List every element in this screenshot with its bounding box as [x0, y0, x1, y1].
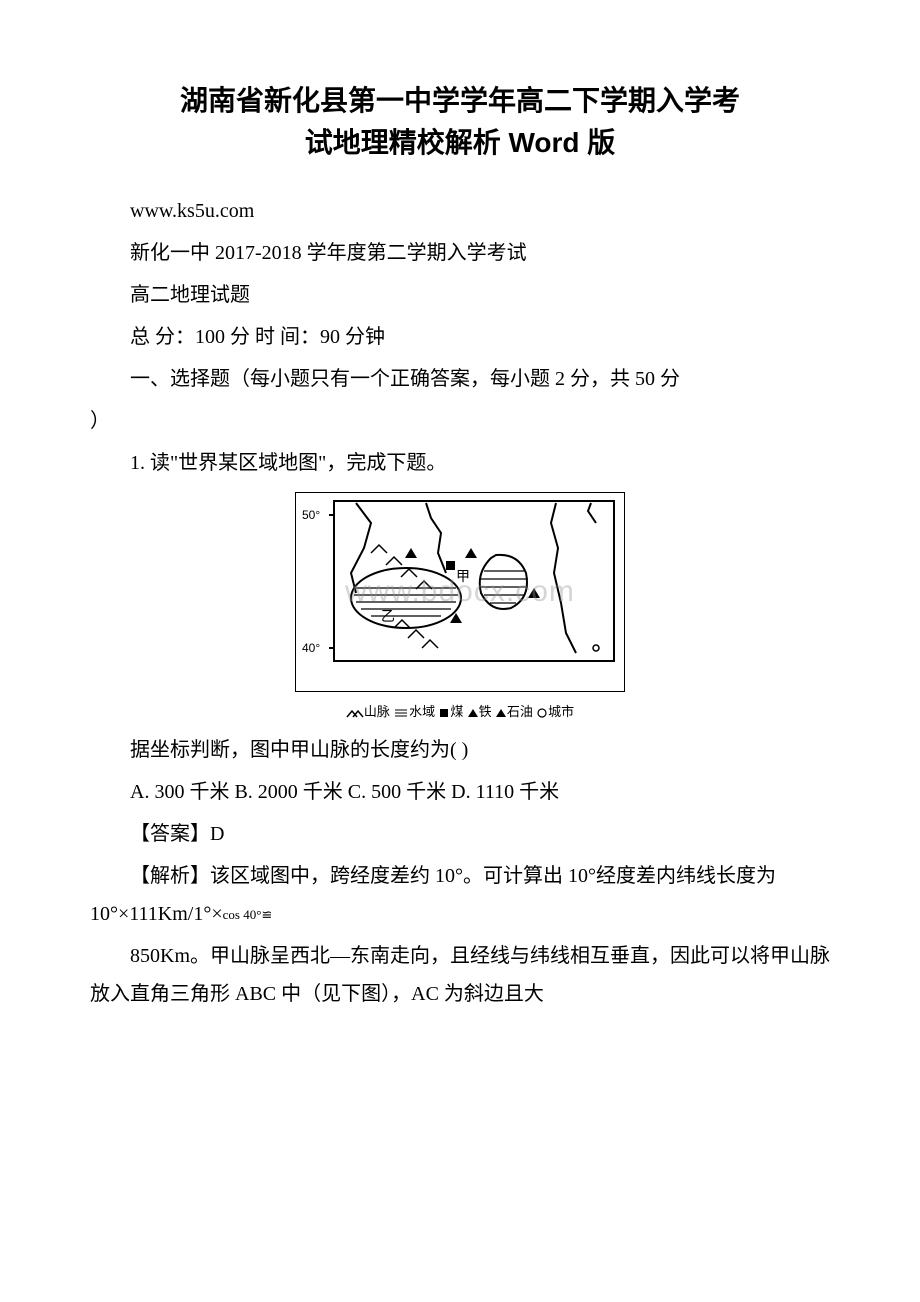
city-icon — [536, 707, 548, 719]
legend-coal: 煤 — [450, 704, 463, 719]
q1-prompt: 1. 读"世界某区域地图"，完成下题。 — [90, 444, 830, 482]
document-title: 湖南省新化县第一中学学年高二下学期入学考 试地理精校解析 Word 版 — [90, 80, 830, 164]
map-figure: 甲 乙 50° 40° www.bdocx.com 山脉 水域 煤 铁 石油 城… — [90, 492, 830, 721]
q1-explain-1: 【解析】该区域图中，跨经度差约 10°。可计算出 10°经度差内纬线长度为 10… — [90, 857, 830, 933]
q1-answer: 【答案】D — [90, 815, 830, 853]
title-line-1: 湖南省新化县第一中学学年高二下学期入学考 — [180, 85, 740, 116]
section-heading: 一、选择题（每小题只有一个正确答案，每小题 2 分，共 50 分 — [90, 360, 830, 398]
exam-subtitle-1: 新化一中 2017-2018 学年度第二学期入学考试 — [90, 234, 830, 272]
legend-oil: 石油 — [507, 704, 533, 719]
legend-city: 城市 — [548, 704, 574, 719]
q1-options: A. 300 千米 B. 2000 千米 C. 500 千米 D. 1110 千… — [90, 773, 830, 811]
legend-iron: 铁 — [479, 704, 492, 719]
coal-icon — [438, 707, 450, 719]
legend-mountain: 山脉 — [364, 704, 390, 719]
water-icon — [393, 707, 409, 719]
lat-bottom-label: 40° — [302, 641, 320, 655]
lat-top-label: 50° — [302, 508, 320, 522]
oil-icon — [495, 707, 507, 719]
url-line: www.ks5u.com — [90, 192, 830, 230]
title-line-2: 试地理精校解析 Word 版 — [305, 127, 616, 158]
svg-text:乙: 乙 — [381, 609, 395, 625]
section-heading-close: ） — [90, 402, 830, 440]
iron-icon — [467, 707, 479, 719]
legend-water: 水域 — [409, 704, 435, 719]
score-time-line: 总 分：100 分 时 间：90 分钟 — [90, 318, 830, 356]
formula-cos: cos 40°≌ — [223, 907, 273, 922]
watermark-text: www.bdocx.com — [345, 575, 575, 609]
q1-question: 据坐标判断，图中甲山脉的长度约为( ) — [90, 731, 830, 769]
mountain-icon — [346, 707, 364, 719]
map-image: 甲 乙 50° 40° www.bdocx.com — [295, 492, 625, 692]
q1-explain-2: 850Km。甲山脉呈西北—东南走向，且经线与纬线相互垂直，因此可以将甲山脉放入直… — [90, 937, 830, 1013]
map-legend: 山脉 水域 煤 铁 石油 城市 — [346, 701, 574, 720]
explain-1-text: 【解析】该区域图中，跨经度差约 10°。可计算出 10°经度差内纬线长度为 10… — [90, 865, 776, 925]
exam-subtitle-2: 高二地理试题 — [90, 276, 830, 314]
